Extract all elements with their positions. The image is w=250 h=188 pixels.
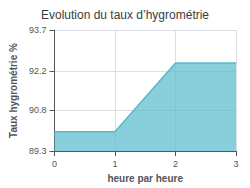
svg-text:90.8: 90.8 [29,105,47,115]
svg-text:Taux hygrométrie %: Taux hygrométrie % [8,43,19,138]
svg-text:Evolution du taux d’hygrométri: Evolution du taux d’hygrométrie [41,8,209,22]
svg-text:92.2: 92.2 [29,66,47,76]
svg-text:heure par heure: heure par heure [107,173,183,184]
svg-text:0: 0 [52,159,57,169]
svg-text:3: 3 [233,159,238,169]
svg-text:1: 1 [112,159,117,169]
svg-text:89.3: 89.3 [29,146,47,156]
svg-text:2: 2 [173,159,178,169]
svg-text:93.7: 93.7 [29,25,47,35]
